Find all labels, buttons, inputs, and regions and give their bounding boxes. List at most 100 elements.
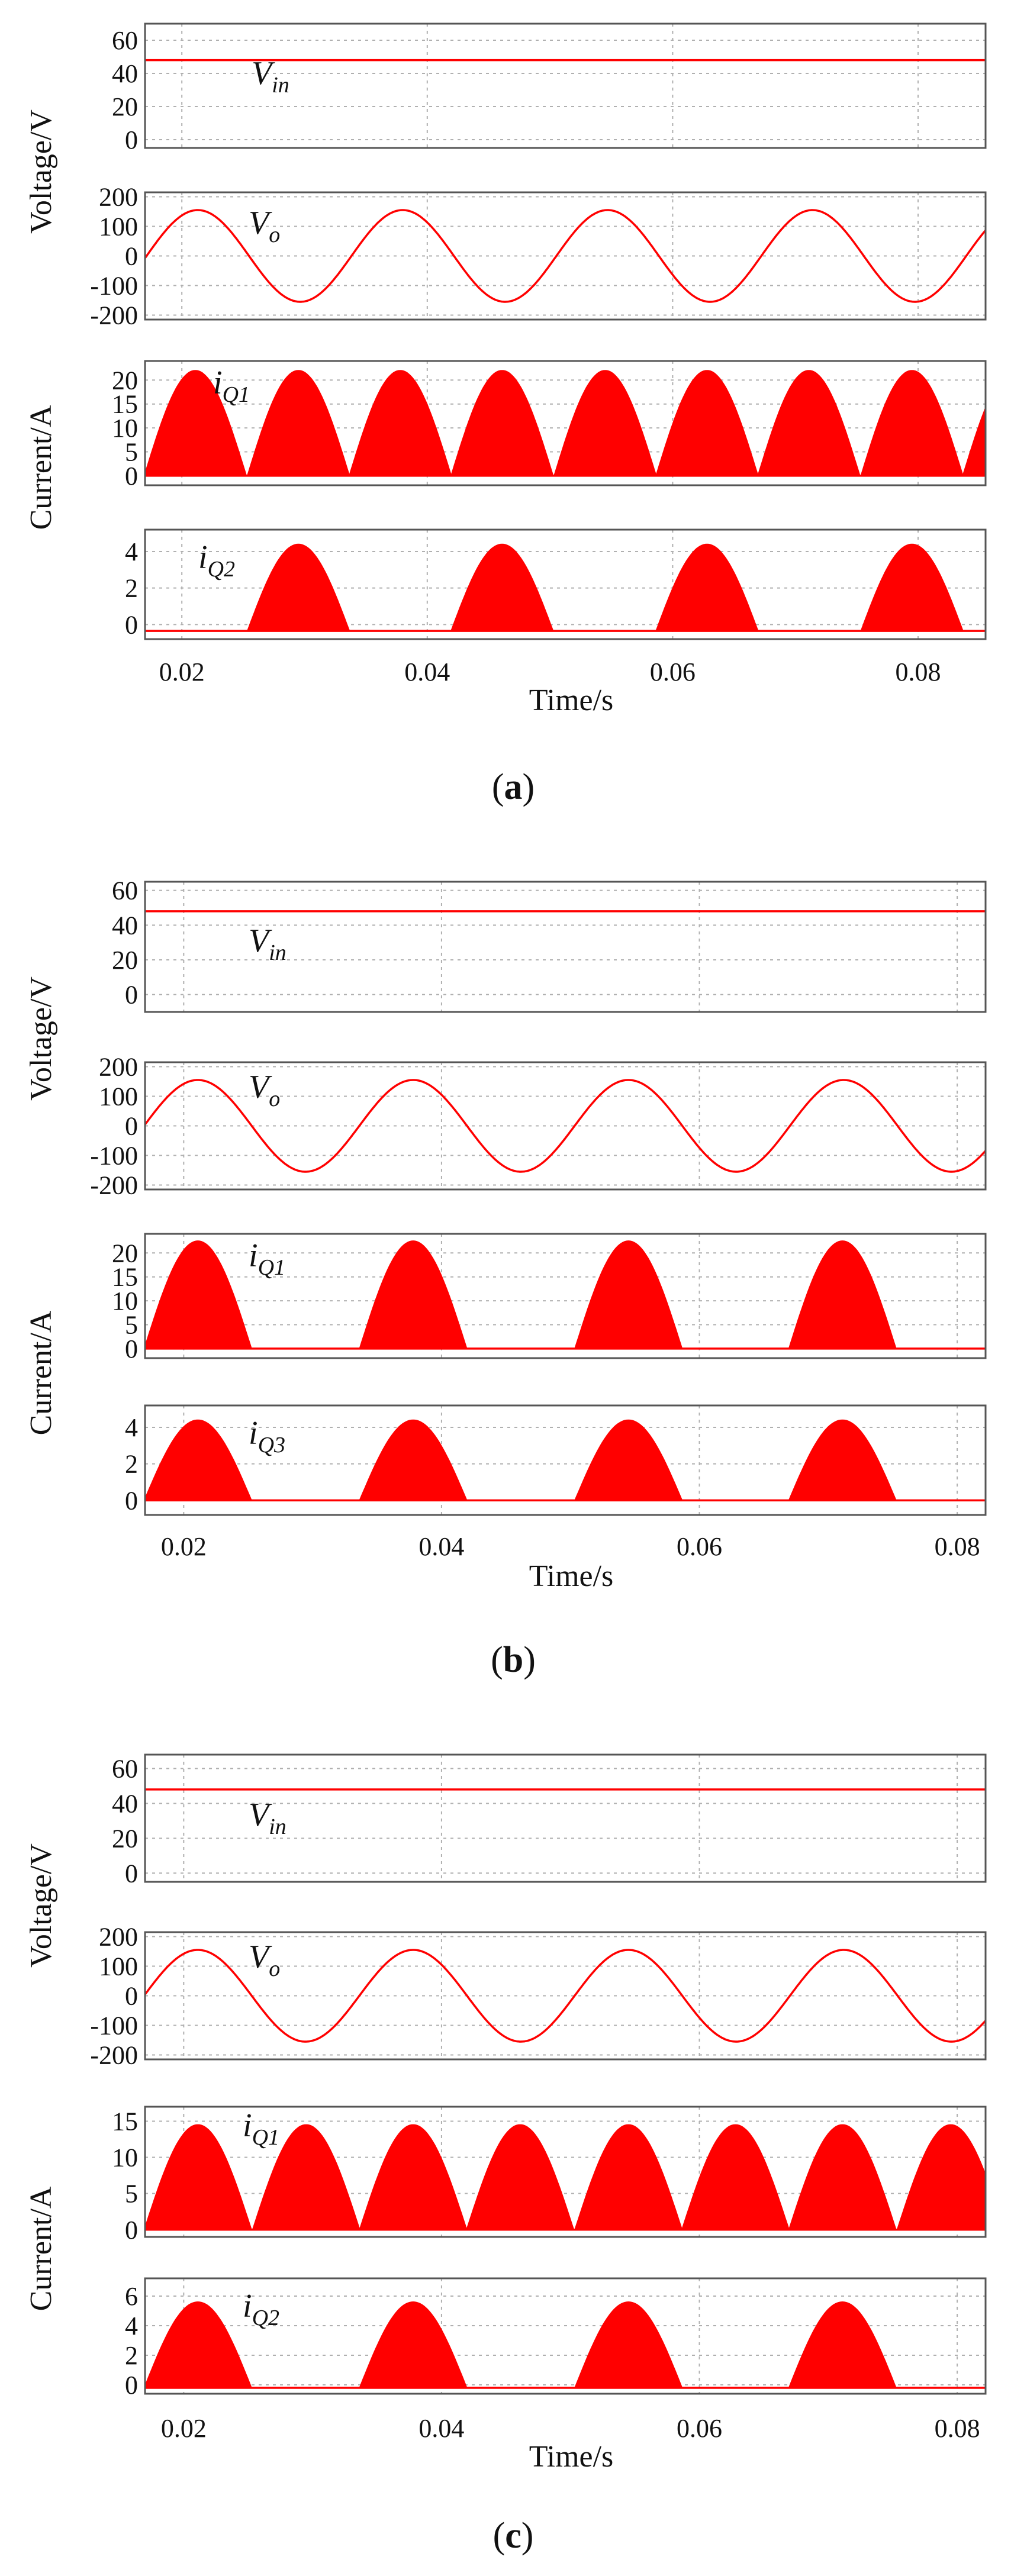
trace-group (145, 1419, 986, 1502)
y-tick-label: 5 (125, 2180, 138, 2209)
y-tick-label: 10 (112, 414, 138, 443)
signal-label-vin: Vin (249, 923, 286, 965)
y-tick-label: 40 (112, 911, 138, 940)
current-axis-title: Current/A (24, 1310, 58, 1435)
y-tick-label: -200 (90, 1171, 138, 1200)
signal-label-iq2: iQ2 (243, 2288, 279, 2330)
signal-label-iq3: iQ3 (249, 1415, 285, 1458)
subplot-iq3: 0 2 4 iQ3 (125, 1404, 987, 1516)
current-pulse-iq1-6 (788, 2124, 897, 2230)
current-pulse-iq1-3 (788, 1240, 897, 1349)
current-pulse-iq2-3 (860, 543, 964, 632)
voltage-axis-title: Voltage/V (24, 976, 58, 1101)
subplot-frame (144, 191, 987, 321)
current-pulse-iq1-7 (896, 2124, 986, 2230)
y-tick-label: 0 (125, 2371, 138, 2400)
x-tick-label: 0.04 (418, 2414, 464, 2443)
y-tick-label: 2 (125, 1450, 138, 1479)
x-tick-label: 0.06 (677, 1532, 722, 1561)
signal-label-iq1: iQ1 (249, 1237, 285, 1280)
y-tick-label: 15 (112, 1263, 138, 1292)
trace-group (145, 2301, 986, 2389)
x-tick-label: 0.08 (935, 2414, 980, 2443)
signal-label-vin: Vin (249, 1797, 286, 1839)
voltage-axis-title: Voltage/V (24, 109, 58, 234)
signal-label-vo: Vo (249, 1069, 280, 1111)
current-pulse-iq1-2 (359, 2124, 468, 2230)
voltage-axis-title: Voltage/V (24, 1843, 58, 1968)
current-pulse-iq2-1 (359, 2301, 468, 2388)
y-tick-label: 200 (99, 183, 138, 212)
current-pulse-iq1-8 (962, 406, 986, 476)
y-tick-label: 200 (99, 1923, 138, 1952)
y-tick-label: 0 (125, 2216, 138, 2245)
signal-label-iq1: iQ1 (213, 365, 250, 407)
subplot-frame (144, 2106, 987, 2238)
signal-label-vin: Vin (252, 55, 289, 98)
current-pulse-iq1-0 (145, 2124, 253, 2230)
x-tick-label: 0.02 (159, 657, 205, 686)
signal-label-vo: Vo (249, 1939, 280, 1981)
x-axis-title: Time/s (529, 684, 614, 717)
current-pulse-iq1-2 (574, 1240, 683, 1349)
current-axis-title: Current/A (24, 2186, 58, 2311)
subplot-vin: 0 20 40 60 Vin (112, 1753, 987, 1888)
y-tick-label: 60 (112, 876, 138, 905)
current-pulse-iq3-0 (145, 1419, 253, 1501)
y-tick-label: 0 (125, 1859, 138, 1888)
x-axis-title: Time/s (529, 1559, 614, 1593)
subplot-vin: 0 20 40 60 Vin (112, 22, 987, 154)
y-tick-label: 0 (125, 610, 138, 639)
y-tick-label: 20 (112, 92, 138, 121)
current-pulse-iq1-4 (553, 370, 657, 476)
subplot-vin: 0 20 40 60 Vin (112, 876, 987, 1013)
y-tick-label: 0 (125, 1334, 138, 1363)
current-pulse-iq1-8 (1005, 2125, 1027, 2230)
y-tick-label: 15 (112, 390, 138, 419)
signal-label-vo: Vo (249, 205, 280, 247)
current-pulse-iq1-5 (681, 2124, 790, 2230)
y-tick-label: -200 (90, 301, 138, 330)
subplot-frame (144, 1233, 987, 1359)
y-tick-label: 0 (125, 981, 138, 1010)
y-tick-label: 20 (112, 366, 138, 395)
y-tick-label: 2 (125, 2341, 138, 2370)
figure-caption: (b) (491, 1640, 536, 1680)
trace-group (145, 1079, 986, 1173)
y-tick-label: 10 (112, 2143, 138, 2172)
y-tick-label: 4 (125, 537, 138, 566)
trace-group (145, 209, 986, 303)
current-pulse-iq2-2 (574, 2301, 683, 2388)
y-tick-label: 20 (112, 1824, 138, 1853)
y-tick-label: 2 (125, 574, 138, 603)
x-tick-label: 0.02 (161, 2414, 207, 2443)
current-pulse-iq1-1 (359, 1240, 468, 1349)
y-tick-label: 0 (125, 1112, 138, 1141)
y-tick-label: 20 (112, 946, 138, 975)
x-tick-label: 0.04 (418, 1532, 464, 1561)
subplot-frame (144, 1931, 987, 2061)
trace-group (145, 543, 986, 632)
trace-group (145, 1949, 986, 2043)
signal-label-iq2: iQ2 (198, 539, 235, 582)
y-tick-label: 0 (125, 242, 138, 271)
subplot-iq1: 0 5 10 15 iQ1 (112, 2106, 1027, 2245)
y-tick-label: 4 (125, 1413, 138, 1442)
y-tick-label: 100 (99, 1082, 138, 1111)
trace-group (145, 1240, 986, 1350)
subplot-frame (144, 1404, 987, 1516)
x-tick-label: 0.06 (677, 2414, 722, 2443)
y-tick-label: 15 (112, 2107, 138, 2136)
current-pulse-iq1-4 (574, 2124, 683, 2230)
y-tick-label: 0 (125, 462, 138, 491)
subplot-frame (144, 881, 987, 1013)
trace-group (145, 370, 986, 477)
x-tick-label: 0.08 (895, 657, 941, 686)
y-tick-label: 20 (112, 1239, 138, 1268)
subplot-frame (144, 22, 987, 149)
